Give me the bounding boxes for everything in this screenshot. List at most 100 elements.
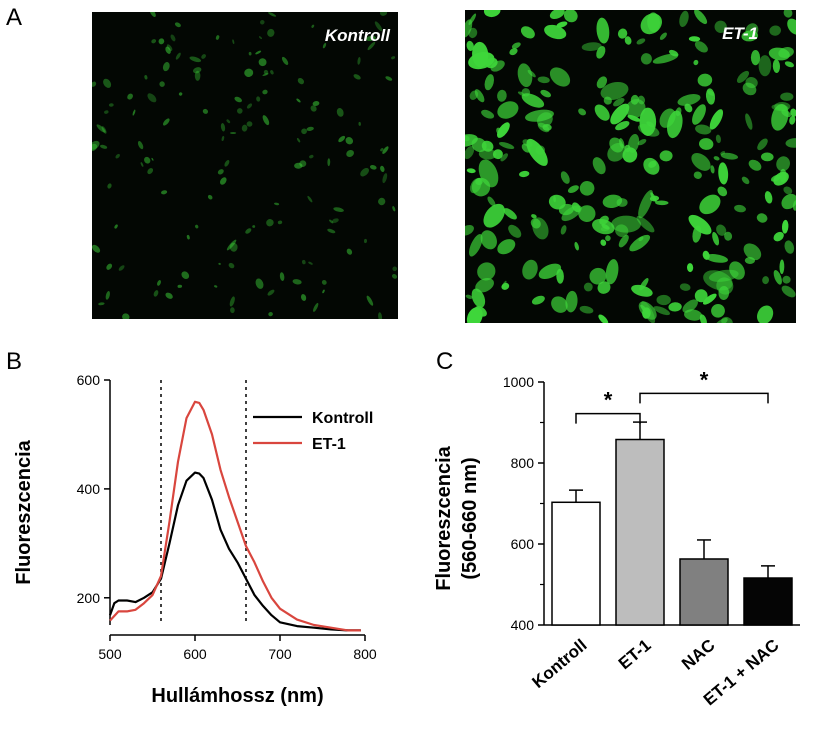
cell — [281, 56, 289, 65]
cell — [310, 105, 317, 112]
cell — [652, 53, 679, 64]
cell — [367, 41, 376, 51]
cell — [771, 103, 789, 131]
cell — [630, 94, 639, 105]
cell — [525, 109, 554, 122]
cell — [497, 101, 519, 119]
y-tick-label: 800 — [511, 455, 535, 471]
cell — [207, 194, 213, 200]
cell — [789, 115, 796, 125]
cell — [597, 281, 611, 294]
cell — [617, 28, 628, 39]
x-tick-label: 500 — [98, 646, 122, 662]
cell — [596, 46, 606, 59]
cell — [189, 56, 202, 63]
cell — [781, 219, 789, 234]
cell — [640, 304, 650, 316]
cell — [743, 243, 762, 261]
y-tick-label: 600 — [77, 372, 101, 388]
cell — [783, 10, 793, 18]
cell — [781, 285, 796, 298]
cell — [115, 153, 120, 159]
significance-label: * — [700, 367, 709, 392]
cell — [544, 24, 567, 40]
cell — [579, 305, 594, 314]
x-tick-label: 700 — [268, 646, 292, 662]
cell — [246, 103, 253, 109]
cell — [736, 70, 750, 83]
cell — [366, 295, 374, 306]
cell — [245, 228, 252, 234]
cell — [108, 103, 114, 107]
cell — [149, 12, 156, 17]
cell — [226, 239, 237, 251]
cell — [734, 204, 746, 213]
cell — [686, 263, 694, 273]
cell — [640, 53, 652, 65]
cell — [697, 73, 713, 87]
cell — [721, 316, 733, 323]
cell — [629, 234, 651, 252]
cell — [750, 49, 761, 66]
cell — [761, 152, 774, 162]
cell — [638, 189, 654, 219]
cell — [517, 63, 533, 88]
cell — [784, 240, 795, 254]
cell — [613, 97, 625, 107]
cell — [465, 134, 478, 147]
cell — [92, 143, 98, 152]
cell — [165, 292, 173, 299]
cell — [787, 18, 796, 35]
cell — [201, 54, 206, 59]
cell — [762, 276, 770, 285]
cell — [267, 28, 275, 37]
cell — [279, 272, 285, 281]
cell — [779, 168, 787, 183]
cell — [712, 231, 720, 246]
cell — [579, 181, 595, 196]
cell — [771, 104, 789, 112]
cell — [195, 224, 199, 229]
cell — [653, 306, 670, 316]
cell — [782, 275, 791, 284]
cell — [246, 121, 253, 127]
cell — [266, 219, 274, 227]
cell — [327, 158, 331, 167]
et1-cell-field — [465, 10, 796, 323]
cell — [668, 302, 682, 312]
cell — [596, 17, 610, 44]
cell — [358, 121, 361, 126]
cell — [475, 277, 494, 293]
cell — [709, 109, 724, 130]
cell — [262, 89, 268, 95]
cell — [600, 239, 607, 246]
cell — [628, 133, 640, 153]
cell — [346, 248, 353, 255]
cell — [234, 96, 242, 103]
cell — [241, 124, 248, 132]
cell — [694, 41, 708, 53]
cell — [469, 90, 479, 100]
cell — [378, 312, 383, 319]
cell — [228, 262, 235, 269]
cell — [774, 101, 791, 111]
cell — [244, 68, 254, 78]
bar-2 — [679, 558, 729, 626]
cell — [561, 205, 582, 222]
cell — [357, 57, 361, 65]
cell — [466, 40, 474, 51]
cell — [140, 162, 144, 167]
cell — [144, 156, 151, 164]
bar-1 — [615, 438, 665, 626]
cell — [508, 224, 522, 238]
cell — [311, 24, 315, 28]
cell — [714, 20, 727, 33]
cell — [694, 289, 708, 303]
cell — [643, 157, 660, 175]
cell — [92, 140, 100, 150]
cell — [773, 231, 784, 242]
cell — [668, 49, 679, 57]
cell — [637, 95, 646, 105]
cell — [757, 305, 774, 323]
cell — [380, 148, 384, 152]
